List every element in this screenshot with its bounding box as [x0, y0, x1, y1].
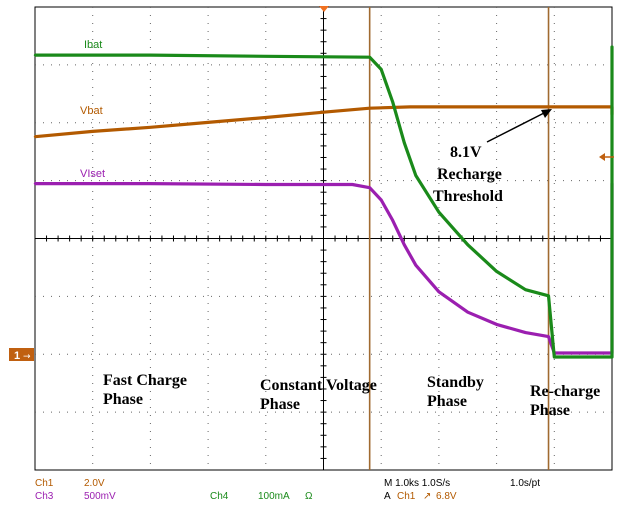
- data-point: [149, 53, 152, 57]
- data-point: [149, 126, 152, 129]
- data-point: [610, 337, 614, 340]
- data-point: [610, 317, 614, 320]
- data-point: [403, 141, 406, 144]
- data-point: [368, 56, 371, 59]
- graticule: [34, 6, 613, 471]
- data-point: [391, 219, 394, 222]
- data-point: [264, 183, 267, 186]
- annotation-fast-line1: Fast Charge: [103, 372, 187, 389]
- annotation-cv-line2: Phase: [260, 396, 300, 413]
- annotation-threshold-line1: 8.1V: [450, 144, 482, 161]
- series-label-ibat: Ibat: [84, 39, 102, 51]
- phase-boundaries: [368, 7, 550, 470]
- data-point: [547, 335, 550, 338]
- status-ch3-name: Ch3: [35, 491, 54, 502]
- status-ch1-scale: 2.0V: [84, 478, 105, 489]
- status-ch1-name: Ch1: [35, 478, 54, 489]
- data-point: [264, 116, 267, 119]
- status-bar: Ch1 2.0V Ch3 500mV Ch4 100mA Ω M 1.0ks 1…: [35, 478, 540, 502]
- data-point: [33, 135, 37, 138]
- data-point: [495, 323, 498, 326]
- status-ch4-unit: Ω: [305, 491, 313, 502]
- status-ch4-name: Ch4: [210, 491, 229, 502]
- annotation-threshold-line3: Threshold: [433, 188, 503, 205]
- data-point: [524, 331, 527, 334]
- svg-text:→: →: [23, 352, 31, 362]
- data-point: [403, 243, 406, 246]
- annotation-threshold: 8.1V Recharge Threshold: [433, 109, 552, 205]
- annotation-threshold-line2: Recharge: [437, 166, 502, 183]
- data-point: [264, 55, 267, 58]
- annotation-standby-line1: Standby: [427, 374, 484, 391]
- annotation-constant-voltage: Constant Voltage Phase: [260, 377, 377, 413]
- annotation-recharge-line1: Re-charge: [530, 383, 600, 400]
- status-timebase: M 1.0ks 1.0S/s: [384, 478, 450, 489]
- series-label-vbat: Vbat: [80, 105, 103, 117]
- annotation-fast-charge: Fast Charge Phase: [103, 372, 187, 408]
- data-point: [610, 355, 614, 359]
- status-ch3-scale: 500mV: [84, 491, 116, 502]
- data-point: [380, 68, 383, 71]
- status-record: 1.0s/pt: [510, 478, 540, 489]
- ground-marker-label: 1: [14, 350, 20, 362]
- data-point: [466, 311, 469, 314]
- status-trigger-channel: Ch1: [397, 491, 416, 502]
- data-point: [495, 105, 498, 109]
- data-point: [351, 183, 354, 186]
- annotation-standby: Standby Phase: [427, 374, 484, 410]
- data-point: [380, 198, 383, 202]
- data-point: [322, 111, 325, 114]
- annotation-cv-line1: Constant Voltage: [260, 377, 377, 394]
- data-point: [610, 45, 614, 49]
- data-point: [206, 121, 210, 124]
- data-point: [610, 331, 614, 334]
- annotation-standby-line2: Phase: [427, 393, 467, 410]
- annotation-recharge-line2: Phase: [530, 402, 570, 419]
- data-point: [391, 100, 394, 104]
- data-point: [610, 68, 614, 71]
- status-trigger-prefix: A: [384, 491, 391, 502]
- data-point: [33, 182, 37, 185]
- data-point: [33, 53, 37, 57]
- status-trigger-level: 6.8V: [436, 491, 457, 502]
- threshold-arrow-head: [541, 109, 552, 118]
- series-label-viset: VIset: [80, 168, 105, 180]
- trigger-level-marker: [599, 153, 614, 161]
- data-point: [495, 270, 498, 273]
- trigger-position-marker: [319, 6, 329, 12]
- data-point: [414, 264, 417, 267]
- annotation-recharge: Re-charge Phase: [530, 383, 600, 419]
- status-trigger-slope: ↗: [423, 491, 431, 502]
- data-point: [408, 105, 412, 109]
- data-point: [437, 211, 441, 214]
- series-ibat: [33, 45, 614, 359]
- data-point: [149, 182, 152, 185]
- data-point: [581, 351, 585, 355]
- data-point: [553, 355, 556, 359]
- data-point: [368, 186, 371, 189]
- annotation-fast-line2: Phase: [103, 391, 143, 408]
- data-point: [437, 290, 441, 293]
- ground-marker-ch1: 1 →: [9, 348, 34, 362]
- data-point: [547, 294, 550, 297]
- data-point: [91, 130, 94, 133]
- data-point: [414, 174, 417, 177]
- data-point: [368, 107, 371, 110]
- data-point: [524, 288, 527, 291]
- data-point: [610, 251, 614, 255]
- threshold-arrow-line: [486, 111, 547, 143]
- traces: [33, 45, 614, 359]
- status-ch4-scale: 100mA: [258, 491, 290, 502]
- data-point: [581, 355, 585, 359]
- data-point: [466, 243, 469, 246]
